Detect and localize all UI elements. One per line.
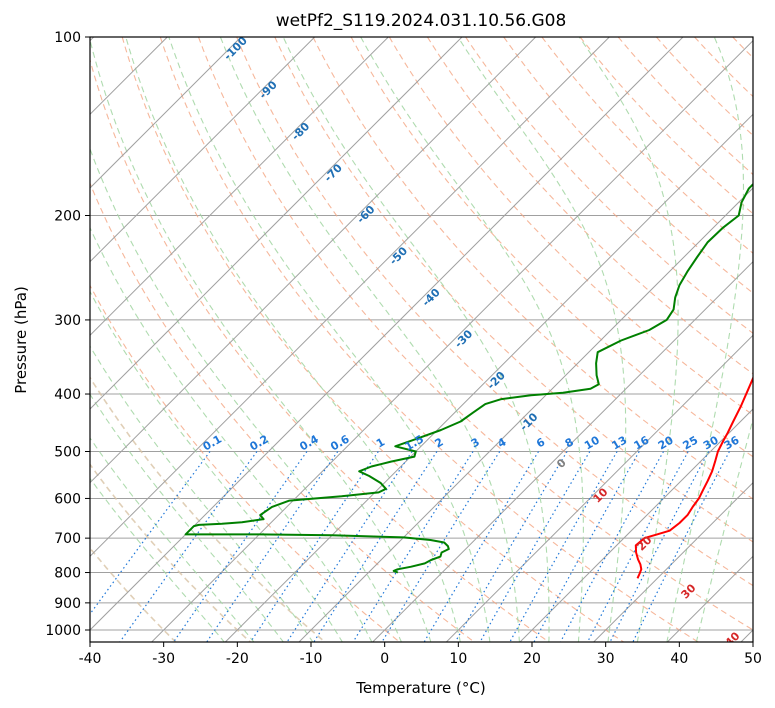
dry-adiabat-line — [90, 57, 550, 642]
dry-adiabat-line — [312, 37, 753, 500]
y-tick-label: 100 — [54, 30, 81, 46]
y-tick-label: 1000 — [45, 623, 81, 639]
y-tick-label: 300 — [54, 313, 81, 329]
mixing-ratio-line — [533, 451, 640, 642]
isotherm-line — [519, 408, 753, 642]
moist-adiabat-line — [457, 37, 627, 642]
mixing-ratio-line — [454, 451, 568, 642]
x-axis-title: Temperature (°C) — [355, 679, 485, 697]
isotherm-line — [592, 481, 753, 642]
isotherm-line — [371, 260, 753, 642]
moist-adiabat-line — [125, 37, 461, 642]
x-tick-label: -10 — [300, 651, 323, 667]
temperature-profile-line — [634, 375, 753, 579]
mixing-ratio-line — [479, 451, 591, 642]
moist-adiabat-line — [578, 37, 679, 642]
isotherm-line — [90, 37, 242, 189]
dry-adiabat-line — [426, 37, 753, 375]
moist-adiabat-line — [90, 226, 373, 642]
moist-adiabat-line — [90, 477, 226, 642]
isotherm-line — [224, 113, 753, 642]
moist-adiabat-line — [90, 37, 432, 642]
mixing-ratio-line — [249, 451, 379, 642]
y-axis-title: Pressure (hPa) — [12, 286, 30, 394]
mixing-ratio-lines — [90, 451, 730, 642]
x-tick-label: -40 — [79, 651, 102, 667]
moist-adiabat-line — [168, 37, 491, 642]
sounding-profiles — [184, 182, 753, 579]
mixing-ratio-line — [286, 451, 413, 642]
y-tick-label: 900 — [54, 596, 81, 612]
x-tick-label: 40 — [670, 651, 688, 667]
isotherm-line — [90, 37, 610, 558]
moist-adiabats — [90, 37, 753, 642]
plot-frame — [89, 36, 754, 643]
plot-area: -100-90-80-70-60-50-40-30-20-10010203040… — [90, 37, 753, 642]
moist-adiabat-line — [90, 393, 284, 642]
x-tick-label: 10 — [449, 651, 467, 667]
isotherm-line — [90, 37, 389, 337]
x-tick-label: 0 — [380, 651, 389, 667]
mixing-ratio-line — [90, 451, 211, 616]
mixing-ratio-line — [206, 451, 339, 642]
moist-adiabat-line — [90, 437, 255, 642]
dry-adiabat-line — [90, 181, 476, 642]
axes: -40 -30 -20 -10 0 10 20 30 40 50 100 200 300 400 500 60… — [45, 30, 762, 667]
x-tick-label: 20 — [523, 651, 541, 667]
moist-adiabat-line — [282, 37, 550, 642]
y-tick-label: 600 — [54, 491, 81, 507]
mixing-ratio-line — [509, 451, 618, 642]
moist-adiabat-line — [695, 416, 753, 642]
dry-adiabat-line — [90, 376, 327, 642]
moist-adiabat-line — [219, 37, 520, 642]
isotherm-line — [90, 37, 316, 263]
moist-adiabat-line — [90, 147, 402, 642]
moist-adiabat-line — [360, 37, 584, 642]
dry-adiabat-line — [90, 463, 252, 642]
chart-title: wetPf2_S119.2024.031.10.56.G08 — [276, 11, 567, 31]
isotherm-line — [90, 37, 537, 484]
dry-adiabat-line — [197, 37, 753, 631]
isotherm-line — [298, 187, 753, 642]
dry-adiabat-line — [236, 37, 753, 587]
isotherm-line — [445, 334, 753, 642]
x-tick-label: 50 — [744, 651, 762, 667]
y-tick-label: 800 — [54, 566, 81, 582]
isotherms — [90, 37, 753, 642]
dewpoint-profile-line — [184, 182, 753, 574]
dry-adiabat-line — [465, 37, 753, 334]
y-tick-label: 400 — [54, 387, 81, 403]
y-tick-label: 200 — [54, 209, 81, 225]
moist-adiabat-line — [90, 290, 343, 642]
x-tick-label: 30 — [597, 651, 615, 667]
moist-adiabat-line — [666, 37, 745, 642]
isotherm-line — [90, 37, 463, 410]
y-tick-label: 700 — [54, 531, 81, 547]
isotherm-line — [90, 37, 684, 631]
mixing-ratio-line — [352, 451, 474, 642]
mixing-ratio-line — [423, 451, 540, 642]
x-tick-label: -20 — [226, 651, 249, 667]
mixing-ratio-line — [632, 451, 730, 642]
mixing-ratio-line — [559, 451, 665, 642]
dry-adiabat-line — [121, 37, 625, 642]
isotherm-line — [150, 39, 753, 642]
mixing-ratio-line — [586, 451, 689, 642]
moist-adiabat-line — [90, 345, 314, 642]
y-tick-label: 500 — [54, 444, 81, 460]
x-tick-label: -30 — [152, 651, 175, 667]
